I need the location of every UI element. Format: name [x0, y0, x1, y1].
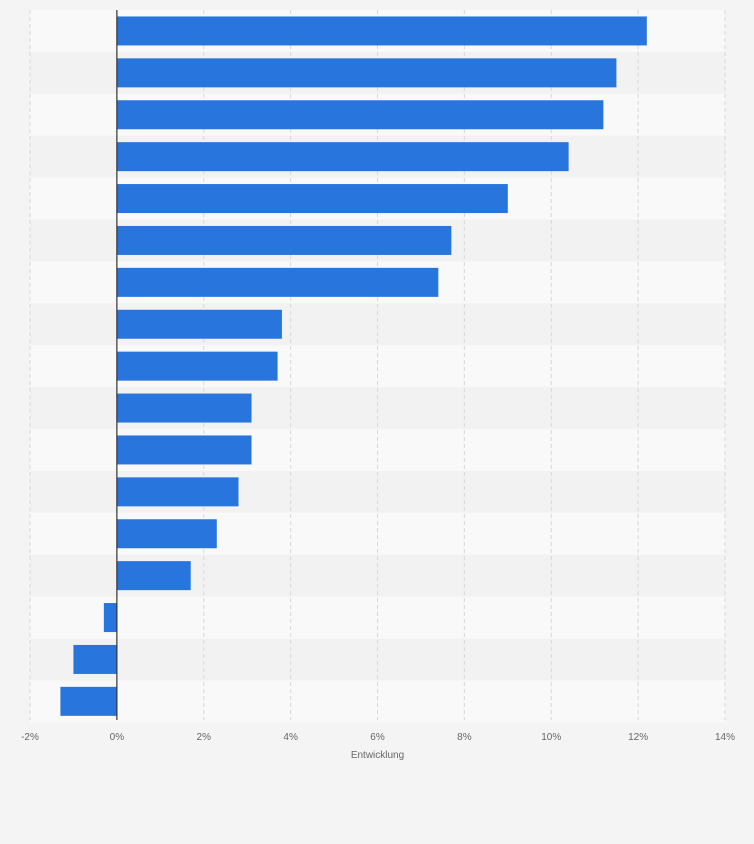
bar[interactable] — [116, 16, 647, 46]
gridlines — [29, 10, 726, 720]
bars — [60, 16, 647, 716]
bar[interactable] — [116, 225, 452, 255]
bar[interactable] — [73, 644, 117, 674]
bar[interactable] — [116, 561, 191, 591]
bar[interactable] — [116, 58, 617, 88]
row-band — [30, 638, 725, 681]
row-band — [30, 596, 725, 639]
bar[interactable] — [116, 435, 252, 465]
x-tick-label: 8% — [457, 732, 472, 743]
bar[interactable] — [116, 393, 252, 423]
x-tick-label: 4% — [283, 732, 298, 743]
x-axis-title: Entwicklung — [351, 750, 404, 761]
x-axis-tick-labels: -2% 0% 2% 4% 6% 8% 10% 12% 14% — [21, 732, 735, 743]
x-tick-label: 12% — [628, 732, 648, 743]
bar[interactable] — [116, 267, 439, 297]
bar[interactable] — [116, 142, 569, 172]
x-tick-label: 14% — [715, 732, 735, 743]
x-tick-label: -2% — [21, 732, 39, 743]
bar[interactable] — [116, 309, 282, 339]
row-band — [30, 680, 725, 723]
bar[interactable] — [116, 477, 239, 507]
bar[interactable] — [116, 100, 604, 130]
bar[interactable] — [60, 686, 117, 716]
x-tick-label: 0% — [110, 732, 125, 743]
x-tick-label: 10% — [541, 732, 561, 743]
x-tick-label: 2% — [197, 732, 212, 743]
bar[interactable] — [116, 519, 217, 549]
x-tick-label: 6% — [370, 732, 385, 743]
bar[interactable] — [116, 184, 508, 214]
bar[interactable] — [116, 351, 278, 381]
bar[interactable] — [103, 603, 117, 633]
